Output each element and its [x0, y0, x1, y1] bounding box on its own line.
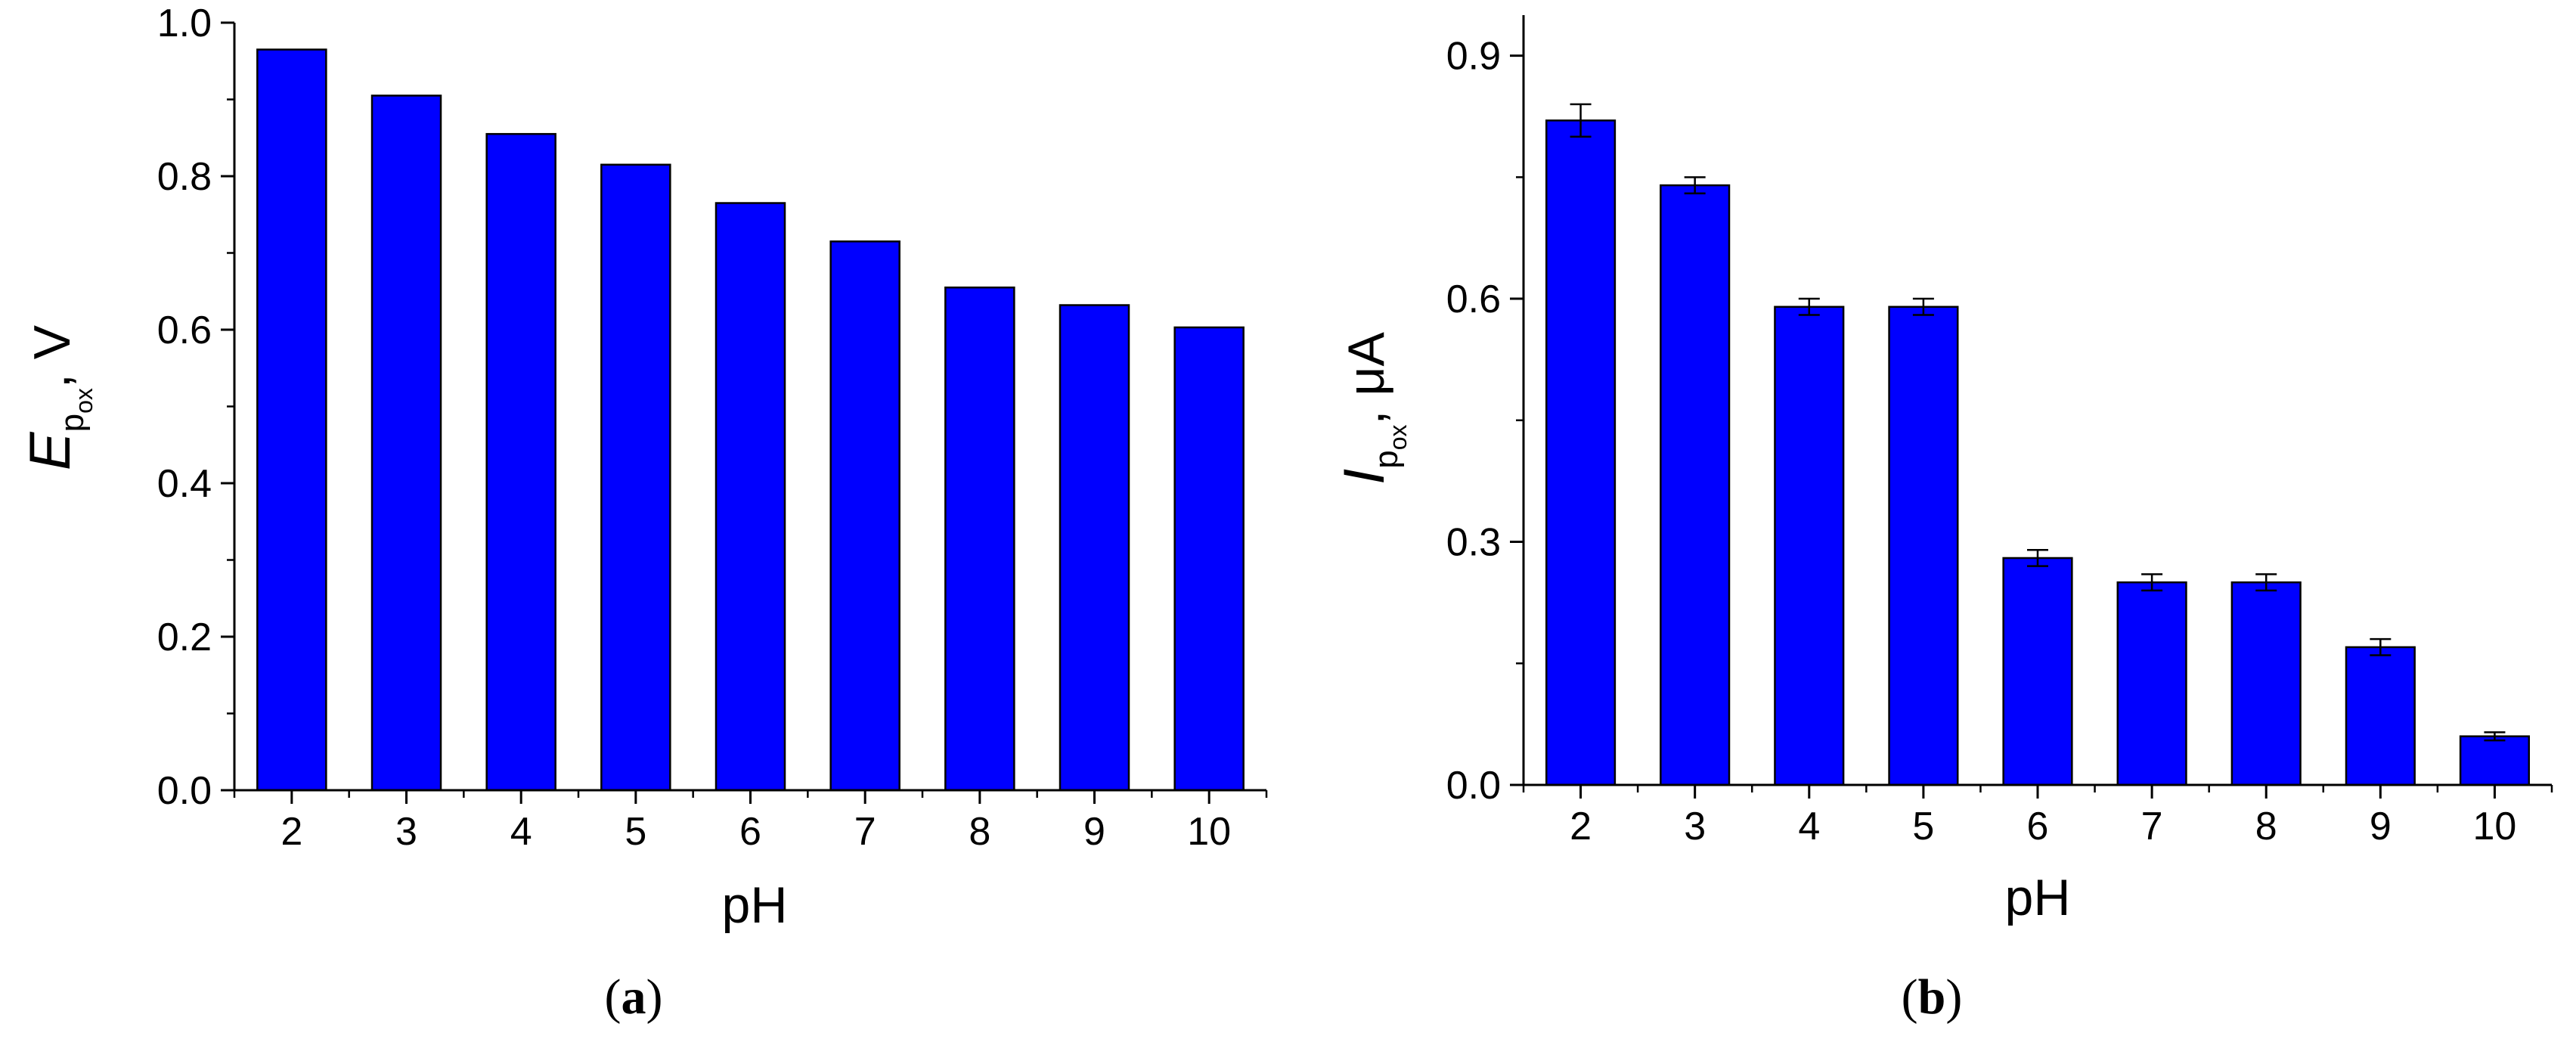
- bar-ph-7: [2116, 581, 2187, 786]
- y-tick-label: 0.6: [157, 309, 212, 352]
- error-bar-ph-3: [1684, 176, 1706, 194]
- x-tick-label-ph-8: 8: [2255, 805, 2277, 848]
- error-bars: [1570, 103, 2506, 742]
- y-axis-label: Ipox, μA: [1332, 331, 1412, 484]
- x-tick-label-ph-7: 7: [854, 810, 876, 854]
- y-axis-label-main: E: [18, 431, 82, 470]
- x-tick-label-ph-4: 4: [510, 810, 532, 854]
- error-bar-ph-10: [2484, 731, 2506, 742]
- panel-label-b: (b): [1902, 969, 1963, 1025]
- y-axis-label-sub: p: [54, 414, 91, 432]
- bar-ph-3: [370, 95, 442, 792]
- x-tick-label-ph-10: 10: [2473, 805, 2517, 848]
- bar-ph-9: [2345, 646, 2416, 786]
- y-axis-label-unit: , V: [23, 324, 81, 388]
- bars: [256, 48, 1245, 792]
- bar-ph-3: [1660, 184, 1731, 786]
- x-tick-label-ph-3: 3: [395, 810, 417, 854]
- error-bar-ph-9: [2370, 637, 2392, 656]
- bar-ph-6: [715, 202, 786, 792]
- y-axis-label-subsub: ox: [1384, 424, 1412, 450]
- y-axis: 0.0 0.2 0.4 0.6 0.8 1.0: [157, 2, 236, 813]
- bar-ph-8: [2230, 581, 2302, 786]
- x-tick-label-ph-10: 10: [1187, 810, 1231, 854]
- y-tick-label: 0.0: [1446, 764, 1501, 808]
- y-tick-label: 1.0: [157, 2, 212, 45]
- bar-ph-4: [1774, 305, 1845, 786]
- x-tick-label-ph-4: 4: [1798, 805, 1820, 848]
- y-axis-label-subsub: ox: [70, 388, 98, 414]
- error-bar-ph-2: [1570, 103, 1592, 138]
- x-tick-label-ph-5: 5: [1912, 805, 1934, 848]
- x-tick-label-ph-5: 5: [625, 810, 646, 854]
- x-axis: 2 3 4 5 6 7 8 9 10: [1522, 783, 2553, 848]
- x-axis-label: pH: [2005, 869, 2071, 926]
- bar-ph-2: [256, 48, 327, 792]
- bar-ph-8: [944, 286, 1015, 792]
- error-bar-ph-5: [1912, 297, 1934, 316]
- x-tick-label-ph-6: 6: [739, 810, 761, 854]
- bar-ph-10: [2459, 735, 2531, 786]
- error-bar-ph-4: [1798, 297, 1820, 316]
- y-tick-label: 0.2: [157, 616, 212, 659]
- y-tick-label: 0.4: [157, 462, 212, 506]
- x-axis: 2 3 4 5 6 7 8 9 10: [233, 789, 1268, 854]
- error-bar-ph-8: [2255, 573, 2277, 592]
- y-tick-label: 0.8: [157, 155, 212, 199]
- bar-ph-10: [1173, 326, 1245, 792]
- y-tick-label: 0.3: [1446, 521, 1501, 565]
- panel-label-a: (a): [605, 969, 663, 1025]
- chart-panel-b: 0.0 0.3 0.6 0.9 2 3 4 5 6 7 8 9 10 pH Ipox, μA (b): [1332, 15, 2553, 1025]
- y-axis: 0.0 0.3 0.6 0.9: [1446, 15, 1525, 808]
- y-tick-label: 0.9: [1446, 35, 1501, 79]
- y-tick-label: 0.0: [157, 769, 212, 813]
- x-tick-label-ph-7: 7: [2141, 805, 2163, 848]
- y-axis-label: Epox, V: [18, 324, 98, 470]
- bars: [1545, 119, 2531, 786]
- x-tick-label-ph-2: 2: [1570, 805, 1592, 848]
- x-tick-label-ph-2: 2: [281, 810, 302, 854]
- x-tick-label-ph-3: 3: [1684, 805, 1706, 848]
- y-axis-label-sub: p: [1368, 450, 1405, 468]
- y-axis-label-main: I: [1332, 469, 1396, 485]
- bar-ph-4: [485, 132, 556, 792]
- error-bar-ph-6: [2027, 548, 2048, 567]
- bar-ph-5: [600, 163, 671, 792]
- bar-ph-2: [1545, 119, 1617, 786]
- chart-panel-a: 0.0 0.2 0.4 0.6 0.8 1.0 2 3 4 5 6 7 8 9 10 pH Epox, V…: [18, 2, 1268, 1025]
- y-tick-label: 0.6: [1446, 278, 1501, 321]
- x-tick-label-ph-6: 6: [2027, 805, 2049, 848]
- bar-ph-5: [1888, 305, 1959, 786]
- x-axis-label: pH: [722, 876, 788, 934]
- x-tick-label-ph-9: 9: [2370, 805, 2392, 848]
- error-bar-ph-7: [2141, 573, 2163, 592]
- bar-ph-7: [829, 240, 901, 792]
- bar-ph-9: [1059, 304, 1130, 792]
- bar-ph-6: [2002, 557, 2073, 786]
- y-axis-label-unit: , μA: [1338, 331, 1395, 424]
- x-tick-label-ph-9: 9: [1083, 810, 1105, 854]
- x-tick-label-ph-8: 8: [969, 810, 990, 854]
